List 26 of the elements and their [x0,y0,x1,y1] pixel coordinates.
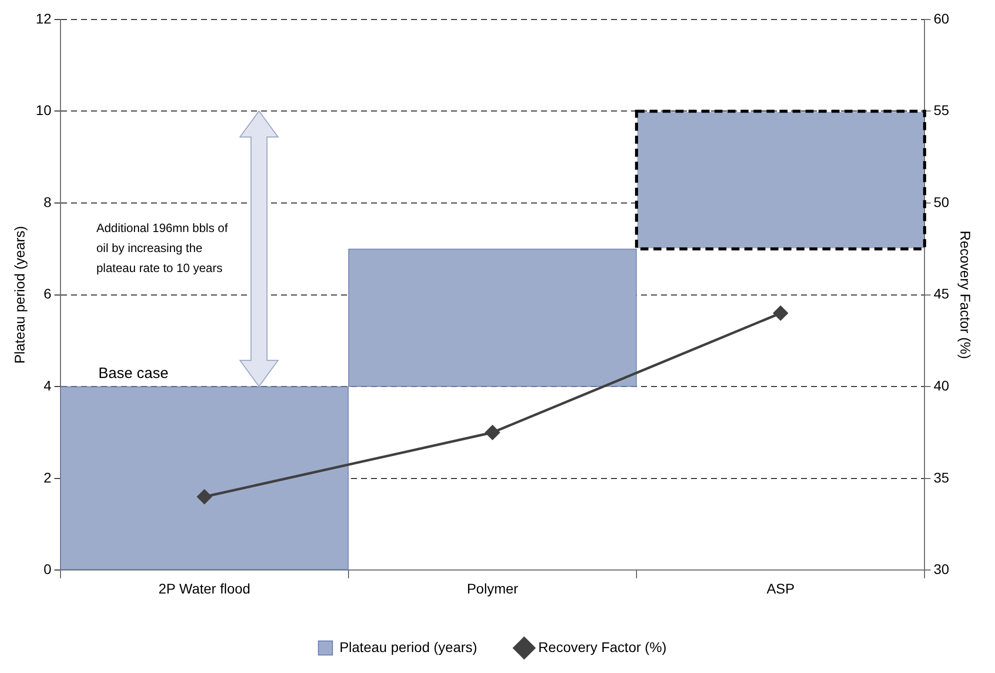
point [197,490,212,504]
x-tick-label: ASP [766,580,795,596]
y-tick-label: 6 [44,286,52,302]
x-tick-label: Polymer [466,580,519,596]
y2-tick-label: 40 [934,377,950,394]
y2-tick-label: 60 [934,10,950,26]
y-axis-title: Plateau period (years) [11,226,28,364]
annotation: Base case [98,365,168,382]
y2-tick-label: 50 [934,194,950,210]
y-tick-label: 4 [44,377,52,394]
legend-label: Plateau period (years) [339,638,478,655]
x-tick-label: 2P Water flood [158,580,250,596]
point [485,425,500,440]
y2-tick-label: 30 [934,561,950,578]
y2-tick-label: 35 [934,469,950,486]
y2-tick-label: 45 [934,286,950,302]
y-tick-label: 8 [44,194,52,210]
y-tick-label: 0 [44,561,52,578]
y-tick-label: 12 [36,10,52,26]
y-tick-label: 10 [36,102,52,118]
y2-tick-label: 55 [934,102,950,118]
point [773,306,788,320]
y2-axis-title: Recovery Factor (%) [958,230,974,359]
y-tick-label: 2 [44,469,52,486]
annotation: Additional 196mn bbls of oil by increasing the plateau rate to 10 years [96,221,228,276]
legend-label: Recovery Factor (%) [538,638,667,655]
